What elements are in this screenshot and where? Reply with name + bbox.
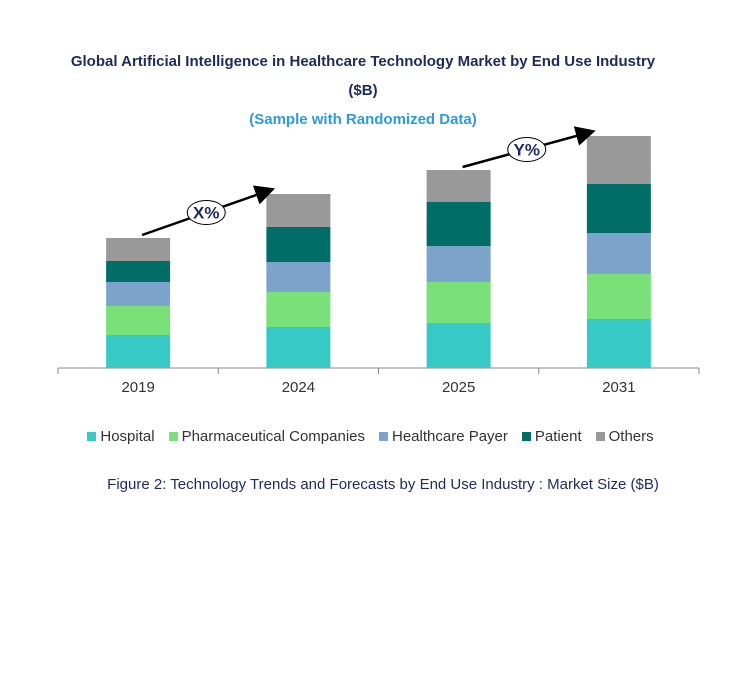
bar-segment-hospital <box>426 323 491 368</box>
legend-item: Others <box>595 428 654 445</box>
legend-swatch <box>521 432 531 441</box>
legend: Hospital Pharmaceutical Companies Healthca… <box>0 428 741 445</box>
chart-subtitle: (Sample with Randomized Data) <box>249 111 477 128</box>
growth-label-bubble <box>507 137 547 162</box>
bar-segment-healthcare-payer <box>586 233 651 274</box>
bar-segment-others <box>106 238 171 261</box>
bar-segment-others <box>266 194 331 227</box>
bar-segment-others <box>586 136 651 184</box>
bar-segment-pharmaceutical-companies <box>426 282 491 323</box>
x-tick-label: 2019 <box>121 379 154 396</box>
legend-item: Patient <box>521 428 582 445</box>
bar-segment-pharmaceutical-companies <box>106 306 171 335</box>
bar-segment-patient <box>586 184 651 233</box>
chart-title-line2: ($B) <box>348 82 378 99</box>
bar-segment-healthcare-payer <box>426 246 491 282</box>
x-tick-label: 2024 <box>282 379 315 396</box>
bar-segment-healthcare-payer <box>266 262 331 292</box>
legend-swatch <box>595 432 605 441</box>
growth-label: X% <box>193 204 219 223</box>
bar-segment-others <box>426 170 491 202</box>
growth-label-bubble <box>186 200 226 225</box>
legend-swatch <box>87 432 97 441</box>
legend-item: Pharmaceutical Companies <box>168 428 365 445</box>
legend-label: Others <box>608 428 654 445</box>
legend-label: Hospital <box>100 428 155 445</box>
legend-label: Pharmaceutical Companies <box>181 428 365 445</box>
bar-segment-pharmaceutical-companies <box>266 292 331 327</box>
legend-swatch <box>379 432 388 441</box>
legend-label: Patient <box>534 428 582 445</box>
bar-segment-hospital <box>586 319 651 368</box>
x-tick-label: 2025 <box>442 379 475 396</box>
bar-segment-pharmaceutical-companies <box>586 274 651 319</box>
growth-label: Y% <box>514 141 540 160</box>
bar-segment-hospital <box>106 335 171 368</box>
figure-caption: Figure 2: Technology Trends and Forecast… <box>107 476 659 493</box>
bar-segment-healthcare-payer <box>106 282 171 306</box>
legend-swatch <box>168 432 178 441</box>
legend-item: Healthcare Payer <box>379 428 508 445</box>
bar-segment-patient <box>266 227 331 262</box>
legend-item: Hospital <box>87 428 155 445</box>
bar-segment-hospital <box>266 327 331 368</box>
bar-segment-patient <box>426 202 491 246</box>
chart-title-line1: Global Artificial Intelligence in Health… <box>70 53 656 70</box>
bar-segment-patient <box>106 261 171 282</box>
legend-label: Healthcare Payer <box>392 428 508 445</box>
x-tick-label: 2031 <box>602 379 635 396</box>
